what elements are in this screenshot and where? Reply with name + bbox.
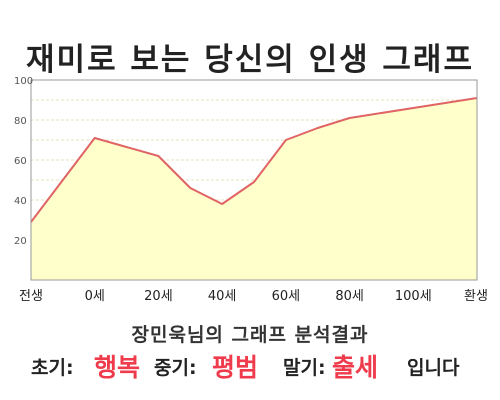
x-tick-label: 40세 <box>208 289 237 304</box>
x-axis-ticks: 전생 0세 20세 40세 60세 80세 100세 환생 <box>19 289 488 304</box>
y-tick-label: 80 <box>14 116 27 127</box>
result-suffix: 입니다 <box>407 357 460 379</box>
x-tick-label: 20세 <box>144 289 173 304</box>
plot-frame <box>30 79 478 281</box>
result-summary: 초기: 행복 중기: 평범 말기: 출세 입니다 <box>0 347 500 382</box>
x-tick-label: 환생 <box>464 289 488 304</box>
mid-label: 중기: <box>154 357 197 379</box>
result-heading: 장민욱님의 그래프 분석결과 <box>131 324 369 346</box>
y-tick-label: 20 <box>14 236 27 247</box>
early-value: 행복 <box>94 353 141 382</box>
late-label: 말기: <box>283 357 326 379</box>
y-tick-label: 40 <box>14 196 27 207</box>
x-tick-label: 0세 <box>85 289 105 304</box>
early-label: 초기: <box>31 357 74 379</box>
y-tick-label: 60 <box>14 156 27 167</box>
life-area <box>31 98 477 280</box>
life-line <box>30 97 478 223</box>
x-tick-label: 전생 <box>19 289 43 304</box>
x-tick-label: 80세 <box>335 289 364 304</box>
y-axis-ticks: 20 40 60 80 100 <box>14 76 33 247</box>
x-tick-label: 100세 <box>395 289 432 304</box>
x-tick-label: 60세 <box>272 289 301 304</box>
late-value: 출세 <box>332 353 379 382</box>
mid-value: 평범 <box>212 353 259 382</box>
y-tick-label: 100 <box>14 76 33 87</box>
chart-title: 재미로 보는 당신의 인생 그래프 <box>26 42 474 78</box>
life-graph-chart: 20 40 60 80 100 전생 0세 20세 40세 60세 80세 100세 환생 <box>14 76 488 304</box>
